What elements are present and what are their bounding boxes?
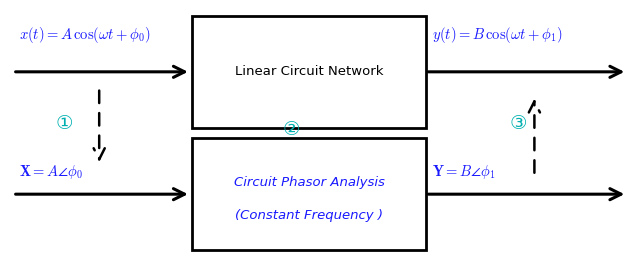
Bar <box>192 16 426 128</box>
Text: Linear Circuit Network: Linear Circuit Network <box>235 65 383 78</box>
Text: Circuit Phasor Analysis: Circuit Phasor Analysis <box>234 176 385 189</box>
Bar <box>192 138 426 250</box>
Text: $\mathbf{X} = A\angle\phi_0$: $\mathbf{X} = A\angle\phi_0$ <box>19 163 83 181</box>
Text: ①: ① <box>55 114 73 133</box>
Text: ②: ② <box>282 119 300 139</box>
Text: ③: ③ <box>509 114 527 133</box>
Text: $\mathbf{Y} = B\angle\phi_1$: $\mathbf{Y} = B\angle\phi_1$ <box>432 163 495 181</box>
Text: $x(t) = A\,\cos(\omega t + \phi_0)$: $x(t) = A\,\cos(\omega t + \phi_0)$ <box>19 24 150 45</box>
Text: (Constant Frequency ): (Constant Frequency ) <box>235 209 383 222</box>
Text: $y(t) = B\,\cos(\omega t + \phi_1)$: $y(t) = B\,\cos(\omega t + \phi_1)$ <box>432 24 563 45</box>
